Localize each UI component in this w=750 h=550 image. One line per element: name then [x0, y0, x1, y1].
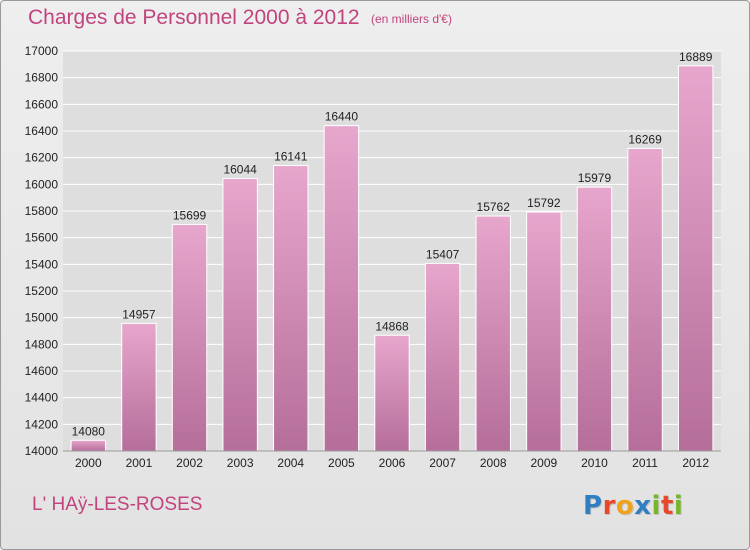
y-tick-label: 14000	[25, 444, 59, 458]
x-tick-label: 2005	[328, 456, 355, 470]
y-tick-label: 14600	[25, 364, 59, 378]
logo-letter: i	[651, 491, 661, 521]
chart-subtitle: (en milliers d'€)	[371, 12, 452, 26]
y-tick-label: 17000	[25, 44, 59, 58]
data-label: 14868	[375, 319, 409, 333]
y-tick-label: 15600	[25, 231, 59, 245]
logo-letter: r	[602, 491, 616, 521]
bar-2001	[121, 322, 157, 452]
logo-letter: P	[583, 491, 603, 521]
x-tick-label: 2010	[581, 456, 608, 470]
y-tick-label: 16600	[25, 97, 59, 111]
logo-letter: i	[673, 491, 684, 521]
y-tick-label: 15400	[25, 257, 59, 271]
x-tick-label: 2011	[632, 456, 658, 470]
data-label: 15699	[173, 208, 207, 222]
y-tick-label: 14400	[25, 391, 59, 405]
y-tick-label: 14200	[25, 417, 59, 431]
data-label: 15407	[426, 247, 460, 261]
y-tick-label: 16000	[25, 177, 59, 191]
bar-2009	[526, 211, 562, 452]
x-tick-label: 2001	[126, 456, 153, 470]
x-tick-label: 2008	[480, 456, 507, 470]
data-label: 16141	[274, 150, 308, 164]
y-tick-label: 16200	[25, 151, 59, 165]
data-label: 16889	[679, 50, 713, 64]
bar-2008	[475, 215, 511, 452]
logo-letter: t	[660, 491, 674, 521]
bar-2000	[70, 439, 107, 452]
data-label: 15979	[578, 171, 612, 185]
logo-letter: o	[615, 491, 635, 521]
bar-2005	[323, 125, 360, 452]
data-label: 15792	[527, 196, 561, 210]
x-tick-label: 2012	[682, 456, 709, 470]
bar-2003	[222, 177, 258, 452]
bar-2012	[677, 65, 714, 452]
data-label: 15762	[477, 200, 511, 214]
y-axis-ticks: 14000 14200 14400 14600 14800 15000 15200 15400…	[25, 44, 59, 458]
y-tick-label: 15200	[25, 284, 59, 298]
data-label: 16044	[223, 162, 257, 176]
data-label: 14080	[72, 424, 106, 438]
x-tick-label: 2004	[277, 456, 304, 470]
y-tick-label: 16400	[25, 124, 59, 138]
x-tick-label: 2003	[227, 456, 254, 470]
chart-title: Charges de Personnel 2000 à 2012	[28, 6, 360, 29]
place-name: L' HAÿ-LES-ROSES	[32, 494, 203, 515]
data-labels: 14080 14957 15699 16044 16141 16440 14868 15407…	[72, 50, 713, 439]
x-axis-ticks: 2000 2001 2002 2003 2004 2005 2006 2007 2008 2009…	[75, 456, 709, 470]
y-tick-label: 16800	[25, 71, 59, 85]
bar-2007	[424, 262, 461, 452]
logo-letter: x	[634, 491, 652, 521]
bar-2004	[273, 165, 309, 452]
bar-2002	[171, 223, 208, 452]
y-tick-label: 15800	[25, 204, 59, 218]
y-tick-label: 15000	[25, 311, 59, 325]
data-label: 14957	[122, 307, 156, 321]
data-label: 16440	[325, 110, 359, 124]
x-tick-label: 2007	[429, 456, 456, 470]
bar-2011	[627, 147, 663, 452]
x-tick-label: 2009	[530, 456, 557, 470]
x-tick-label: 2006	[379, 456, 406, 470]
x-tick-label: 2000	[75, 456, 102, 470]
data-label: 16269	[628, 132, 662, 146]
bar-2010	[576, 186, 613, 452]
bars	[70, 65, 714, 452]
proxiti-logo: Proxiti	[583, 491, 683, 521]
y-tick-label: 14800	[25, 337, 59, 351]
bar-2006	[374, 334, 410, 452]
x-tick-label: 2002	[176, 456, 203, 470]
